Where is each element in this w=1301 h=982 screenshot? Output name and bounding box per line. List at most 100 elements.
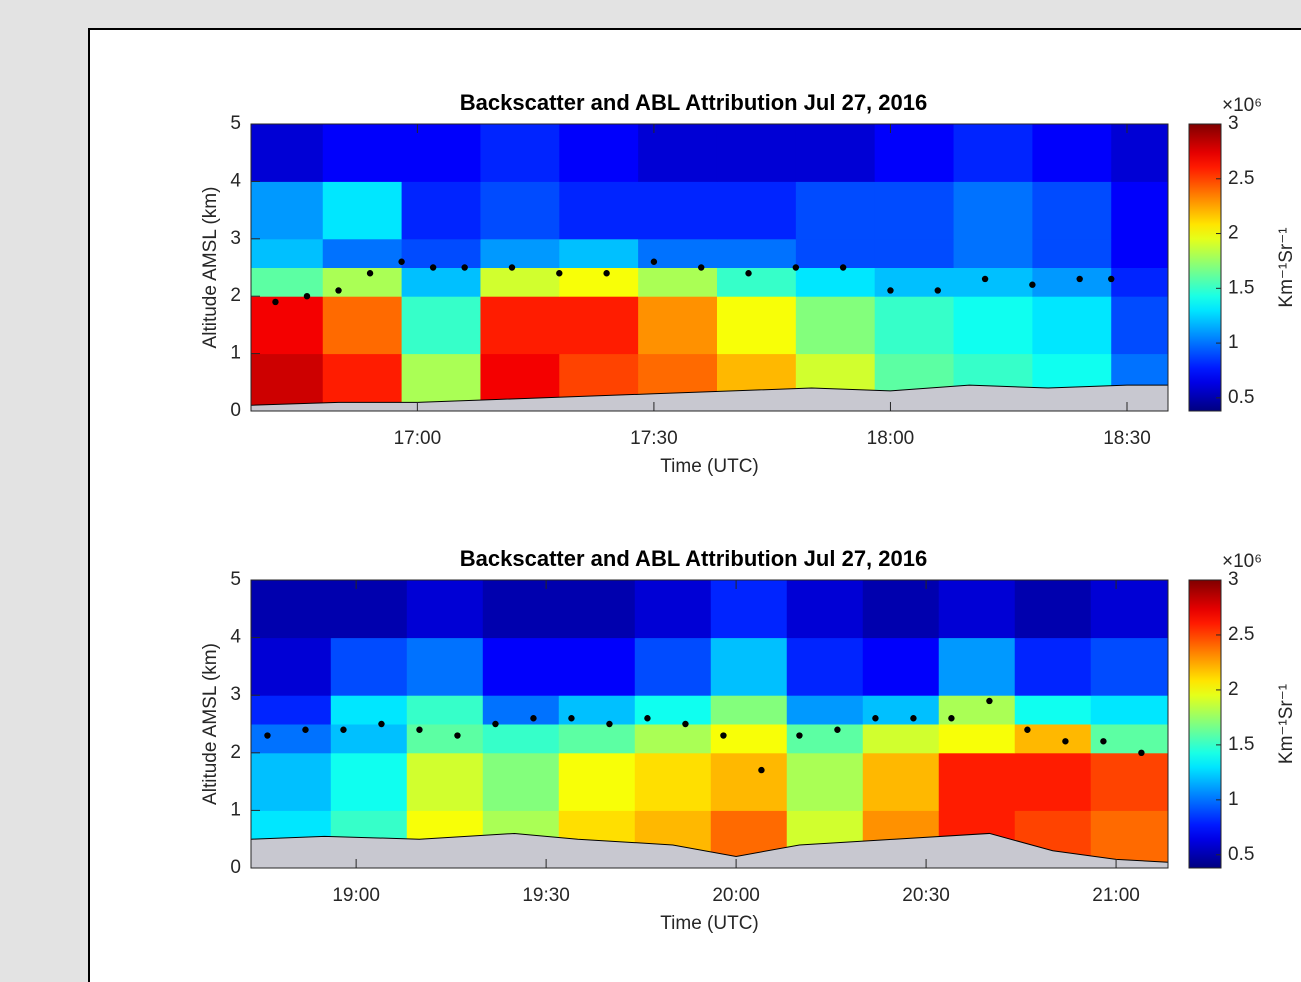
abl-point xyxy=(720,732,727,739)
heat-cell xyxy=(251,637,332,696)
heat-cell xyxy=(322,353,403,412)
heat-cell xyxy=(559,124,639,182)
heat-cell xyxy=(1032,296,1112,355)
colorbar-tick-label: 1.5 xyxy=(1228,734,1254,755)
heat-cell xyxy=(795,181,876,240)
heat-cell xyxy=(716,124,797,182)
heat-cell xyxy=(558,752,636,811)
colorbar-label: Km⁻¹Sr⁻¹ xyxy=(1276,227,1297,307)
heat-cell xyxy=(938,752,1016,811)
heat-cell xyxy=(251,580,332,639)
heat-cell xyxy=(953,124,1033,182)
colorbar-tick-label: 2 xyxy=(1228,679,1239,700)
heat-cell xyxy=(1090,752,1169,811)
heat-cell xyxy=(251,124,324,182)
heat-cell xyxy=(251,695,332,725)
abl-point xyxy=(1138,749,1145,756)
heat-cell xyxy=(558,580,636,639)
heat-cell xyxy=(710,580,788,639)
abl-point xyxy=(650,258,658,265)
heat-cell xyxy=(938,724,1016,754)
heat-cell xyxy=(710,724,788,754)
heat-cell xyxy=(795,238,876,268)
y-tick-label: 1 xyxy=(230,799,241,820)
heat-cell xyxy=(330,637,408,696)
heat-cell xyxy=(480,238,560,268)
x-tick-label: 20:30 xyxy=(902,885,950,906)
heat-cell xyxy=(710,752,788,811)
y-tick-label: 1 xyxy=(230,343,241,364)
colorbar-tick-label: 1 xyxy=(1228,789,1239,810)
y-tick-label: 0 xyxy=(230,857,241,878)
y-tick-label: 3 xyxy=(230,228,241,249)
x-tick-label: 21:00 xyxy=(1092,885,1140,906)
heat-cell xyxy=(862,637,940,696)
heat-cell xyxy=(1014,695,1092,725)
heat-cell xyxy=(1111,124,1169,182)
abl-point xyxy=(1076,275,1083,283)
colorbar-tick-label: 2 xyxy=(1228,223,1239,244)
heat-cell xyxy=(795,296,876,355)
heat-cell xyxy=(330,695,408,725)
abl-point xyxy=(335,287,342,294)
abl-point xyxy=(302,726,309,733)
heat-cell xyxy=(480,181,560,240)
heat-cell xyxy=(322,296,403,355)
heat-cell xyxy=(1032,238,1112,268)
heat-cell xyxy=(1014,580,1092,639)
heat-cell xyxy=(1090,695,1169,725)
heat-cell xyxy=(1014,752,1092,811)
heat-cell xyxy=(786,752,864,811)
heat-cell xyxy=(251,724,332,754)
heat-cell xyxy=(953,267,1033,297)
heat-cell xyxy=(795,267,876,297)
abl-point xyxy=(758,766,765,774)
heat-cell xyxy=(251,238,324,268)
colorbar-exponent: ×10⁶ xyxy=(1222,95,1262,116)
heat-cell xyxy=(716,296,797,355)
heat-cell xyxy=(862,752,940,811)
abl-point xyxy=(644,715,651,722)
heat-cell xyxy=(559,296,639,355)
chart-title: Backscatter and ABL Attribution Jul 27, … xyxy=(460,546,927,571)
heat-cell xyxy=(638,238,718,268)
colorbar-tick-label: 3 xyxy=(1228,113,1239,134)
heat-cell xyxy=(251,181,324,240)
y-tick-label: 3 xyxy=(230,684,241,705)
abl-point xyxy=(910,715,917,722)
heat-cell xyxy=(322,124,403,182)
heat-cell xyxy=(862,724,940,754)
abl-point xyxy=(398,258,405,265)
x-tick-label: 18:00 xyxy=(867,428,915,449)
abl-point xyxy=(378,720,385,728)
heat-cell xyxy=(795,124,876,182)
abl-point xyxy=(872,715,879,722)
heat-cell xyxy=(251,353,324,412)
x-axis-label: Time (UTC) xyxy=(660,913,759,934)
heat-cell xyxy=(406,752,484,811)
y-tick-label: 4 xyxy=(230,627,241,648)
heat-cell xyxy=(938,580,1016,639)
heat-cell xyxy=(953,296,1033,355)
x-tick-label: 19:00 xyxy=(332,885,380,906)
heat-cell xyxy=(874,267,955,297)
axes-frame xyxy=(250,579,1169,869)
x-tick-label: 17:00 xyxy=(394,428,442,449)
heat-cell xyxy=(322,267,403,297)
heat-cell xyxy=(401,267,481,297)
heat-cell xyxy=(1111,181,1169,240)
colorbar-tick-label: 1.5 xyxy=(1228,277,1254,298)
y-tick-label: 5 xyxy=(230,113,241,134)
heat-cell xyxy=(330,752,408,811)
abl-point xyxy=(461,264,468,271)
heat-cell xyxy=(786,637,864,696)
heat-cell xyxy=(716,181,797,240)
abl-point xyxy=(1100,738,1107,745)
y-tick-label: 0 xyxy=(230,400,241,421)
heat-cell xyxy=(1111,296,1169,355)
chart-title: Backscatter and ABL Attribution Jul 27, … xyxy=(460,90,927,115)
x-tick-label: 19:30 xyxy=(522,885,570,906)
heat-cell xyxy=(953,181,1033,240)
heat-cell xyxy=(638,181,718,240)
heat-cell xyxy=(874,181,955,240)
